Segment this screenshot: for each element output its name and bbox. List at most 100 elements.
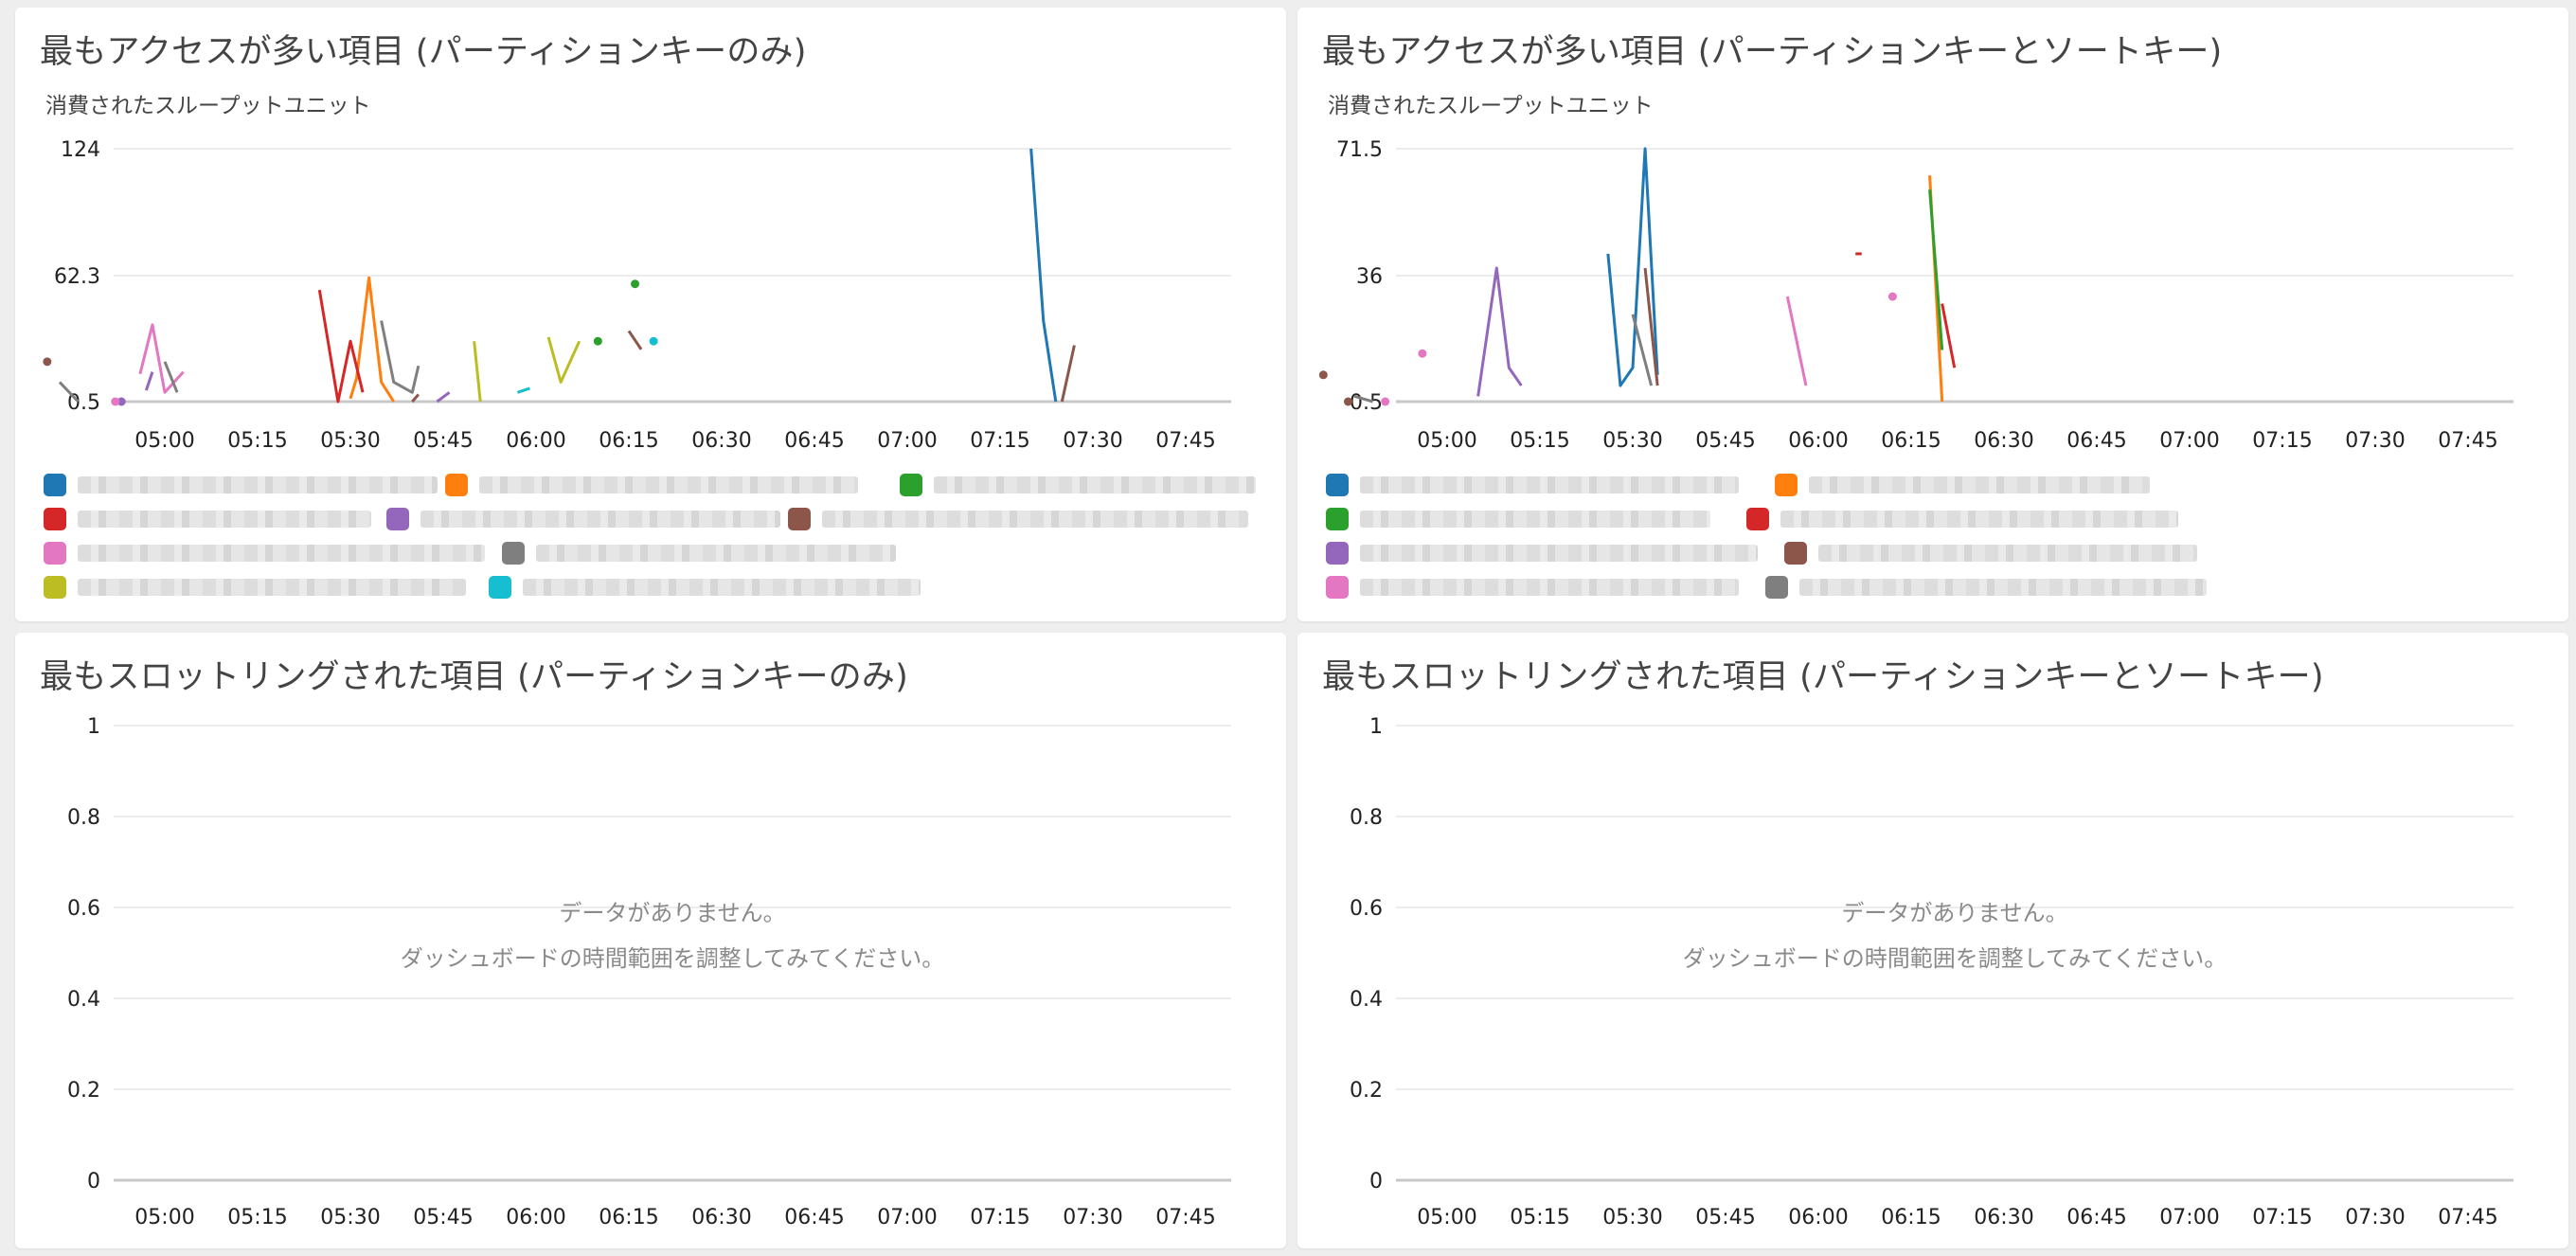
panel-title: 最もアクセスが多い項目 (パーティションキーとソートキー) xyxy=(1322,33,2223,71)
legend-item[interactable] xyxy=(502,540,896,566)
x-tick-label: 06:45 xyxy=(2066,1206,2126,1229)
series-line xyxy=(1928,189,1944,350)
x-tick-label: 07:15 xyxy=(2252,429,2312,453)
legend-item[interactable] xyxy=(44,540,485,566)
series-line xyxy=(473,341,482,403)
panel-most-accessed-partition-key: 最もアクセスが多い項目 (パーティションキーのみ) 消費されたスループットユニッ… xyxy=(15,8,1286,621)
series-layer xyxy=(43,148,1076,406)
y-tick-label: 62.3 xyxy=(54,265,100,289)
series-line xyxy=(516,386,530,394)
x-ticks: 05:00 05:15 05:30 05:45 06:00 06:15 06:3… xyxy=(134,1206,1215,1229)
legend-item[interactable] xyxy=(1784,540,2197,566)
redacted-label xyxy=(1809,476,2150,493)
panel-title: 最もスロットリングされた項目 (パーティションキーとソートキー) xyxy=(1322,658,2324,696)
x-tick-label: 05:15 xyxy=(227,429,287,453)
x-ticks: 05:00 05:15 05:30 05:45 06:00 06:15 06:3… xyxy=(1417,1206,2497,1229)
legend-item[interactable] xyxy=(44,472,438,498)
legend-swatch xyxy=(1326,542,1349,565)
series-line xyxy=(317,289,365,404)
x-tick-label: 06:15 xyxy=(1881,1206,1941,1229)
series-line xyxy=(1941,303,1957,368)
y-tick-label: 0.5 xyxy=(1350,391,1383,415)
no-data-message: データがありません。 ダッシュボードの時間範囲を調整してみてください。 xyxy=(114,890,1231,981)
x-tick-label: 05:45 xyxy=(1695,429,1755,453)
line-chart[interactable]: 124 62.3 0.5 05:00 05:15 05:30 05:45 06:… xyxy=(15,8,1286,453)
data-point xyxy=(631,279,640,289)
x-tick-label: 05:15 xyxy=(1510,429,1569,453)
x-tick-label: 07:45 xyxy=(1155,429,1215,453)
x-tick-label: 05:15 xyxy=(227,1206,287,1229)
redacted-label xyxy=(822,511,1248,528)
data-point xyxy=(1418,349,1427,358)
x-tick-label: 05:45 xyxy=(413,1206,473,1229)
no-data-message: データがありません。 ダッシュボードの時間範囲を調整してみてください。 xyxy=(1396,890,2513,981)
x-tick-label: 06:15 xyxy=(1881,429,1941,453)
x-tick-label: 06:15 xyxy=(599,1206,658,1229)
legend-item[interactable] xyxy=(900,472,1256,498)
legend-swatch xyxy=(489,576,511,599)
legend-item[interactable] xyxy=(386,506,780,532)
data-point xyxy=(43,357,52,367)
x-tick-label: 05:30 xyxy=(320,429,380,453)
x-tick-label: 05:45 xyxy=(1695,1206,1755,1229)
legend-item[interactable] xyxy=(1326,472,1739,498)
series-line xyxy=(1029,148,1058,403)
x-tick-label: 07:30 xyxy=(2345,429,2405,453)
line-chart[interactable]: 1 0.8 0.6 0.4 0.2 0 05:00 05:15 05:30 05… xyxy=(15,633,1286,1248)
x-tick-label: 07:00 xyxy=(877,429,937,453)
series-line xyxy=(1785,296,1808,386)
legend-item[interactable] xyxy=(1326,506,1710,532)
x-tick-label: 06:45 xyxy=(784,1206,844,1229)
legend-item[interactable] xyxy=(788,506,1248,532)
y-tick-label: 71.5 xyxy=(1336,138,1383,162)
y-tick-label: 124 xyxy=(61,138,100,162)
series-line xyxy=(627,330,643,350)
legend-swatch xyxy=(44,474,66,496)
legend-swatch xyxy=(1775,474,1798,496)
x-tick-label: 06:00 xyxy=(506,1206,565,1229)
series-line xyxy=(163,361,179,393)
x-tick-label: 07:00 xyxy=(877,1206,937,1229)
legend-swatch xyxy=(44,542,66,565)
x-tick-label: 07:30 xyxy=(1063,429,1122,453)
x-tick-label: 07:45 xyxy=(2438,429,2497,453)
y-tick-label: 0.4 xyxy=(67,988,100,1012)
legend-swatch xyxy=(1746,508,1769,530)
legend-item[interactable] xyxy=(44,574,466,601)
legend-item[interactable] xyxy=(1326,574,1739,601)
legend-swatch xyxy=(1765,576,1788,599)
x-tick-label: 07:45 xyxy=(2438,1206,2497,1229)
redacted-label xyxy=(1360,476,1739,493)
x-tick-label: 05:00 xyxy=(134,429,194,453)
x-tick-label: 05:30 xyxy=(320,1206,380,1229)
legend-item[interactable] xyxy=(1326,540,1758,566)
legend-swatch xyxy=(502,542,525,565)
legend-item[interactable] xyxy=(1765,574,2207,601)
x-tick-label: 05:00 xyxy=(1417,1206,1476,1229)
legend-swatch xyxy=(44,576,66,599)
legend-item[interactable] xyxy=(1775,472,2150,498)
redacted-label xyxy=(934,476,1256,493)
no-data-text: データがありません。 xyxy=(559,900,786,926)
legend-swatch xyxy=(445,474,468,496)
line-chart[interactable]: 71.5 36 0.5 05:00 05:15 05:30 05:45 06:0… xyxy=(1297,8,2568,453)
legend-item[interactable] xyxy=(44,506,371,532)
data-point xyxy=(111,397,120,406)
line-chart[interactable]: 1 0.8 0.6 0.4 0.2 0 05:00 05:15 05:30 05… xyxy=(1297,633,2568,1248)
x-tick-label: 05:45 xyxy=(413,429,473,453)
x-tick-label: 06:30 xyxy=(691,1206,751,1229)
y-axis-unit-label: 消費されたスループットユニット xyxy=(1328,94,1654,118)
legend-item[interactable] xyxy=(445,472,858,498)
legend-item[interactable] xyxy=(489,574,921,601)
series-line xyxy=(144,371,154,391)
x-tick-label: 07:00 xyxy=(2159,1206,2219,1229)
x-tick-label: 06:45 xyxy=(784,429,844,453)
redacted-label xyxy=(523,579,921,596)
data-point xyxy=(1887,292,1897,301)
no-data-text: データがありません。 xyxy=(1841,900,2068,926)
legend-item[interactable] xyxy=(1746,506,2178,532)
x-tick-label: 07:00 xyxy=(2159,429,2219,453)
no-data-hint: ダッシュボードの時間範囲を調整してみてください。 xyxy=(400,945,945,972)
series-line xyxy=(1353,394,1374,404)
redacted-label xyxy=(1818,545,2197,562)
